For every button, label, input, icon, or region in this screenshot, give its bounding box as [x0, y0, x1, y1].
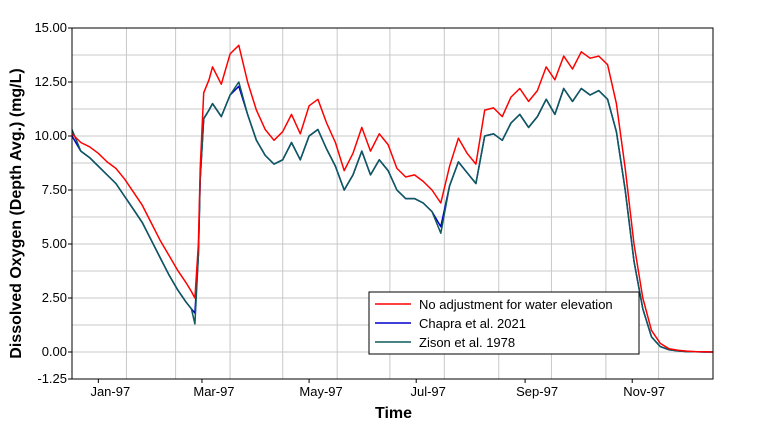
x-axis-ticks: Jan-97 Mar-97 May-97 Jul-97 Sep-97 Nov-97	[90, 379, 665, 399]
series-layer	[71, 44, 714, 353]
y-tick-label: 7.50	[42, 182, 67, 197]
y-tick-label: 12.50	[34, 74, 67, 89]
series-line-2	[71, 81, 713, 353]
y-axis-ticks: -1.25 0.00 2.50 5.00 7.50 10.00 12.50 15.00	[34, 20, 72, 386]
legend-label: Chapra et al. 2021	[419, 316, 526, 331]
legend: No adjustment for water elevation Chapra …	[368, 291, 640, 355]
legend-label: Zison et al. 1978	[419, 335, 515, 350]
y-tick-label: -1.25	[37, 371, 67, 386]
y-axis-title: Dissolved Oxygen (Depth Avg.) (mg/L)	[8, 68, 25, 358]
legend-box	[368, 291, 640, 355]
x-tick-label: May-97	[299, 384, 342, 399]
plot-frame	[71, 27, 714, 380]
y-tick-label: 2.50	[42, 290, 67, 305]
x-tick-label: Mar-97	[193, 384, 234, 399]
legend-label: No adjustment for water elevation	[419, 297, 613, 312]
x-axis-title: Time	[375, 405, 412, 422]
x-tick-label: Jan-97	[90, 384, 130, 399]
x-tick-label: Sep-97	[516, 384, 558, 399]
y-tick-label: 15.00	[34, 20, 67, 35]
y-tick-label: 5.00	[42, 236, 67, 251]
x-tick-label: Jul-97	[410, 384, 445, 399]
series-line-0	[71, 44, 714, 353]
x-tick-label: Nov-97	[623, 384, 665, 399]
y-tick-label: 0.00	[42, 344, 67, 359]
legend-items: No adjustment for water elevation Chapra …	[375, 297, 613, 350]
y-tick-label: 10.00	[34, 128, 67, 143]
